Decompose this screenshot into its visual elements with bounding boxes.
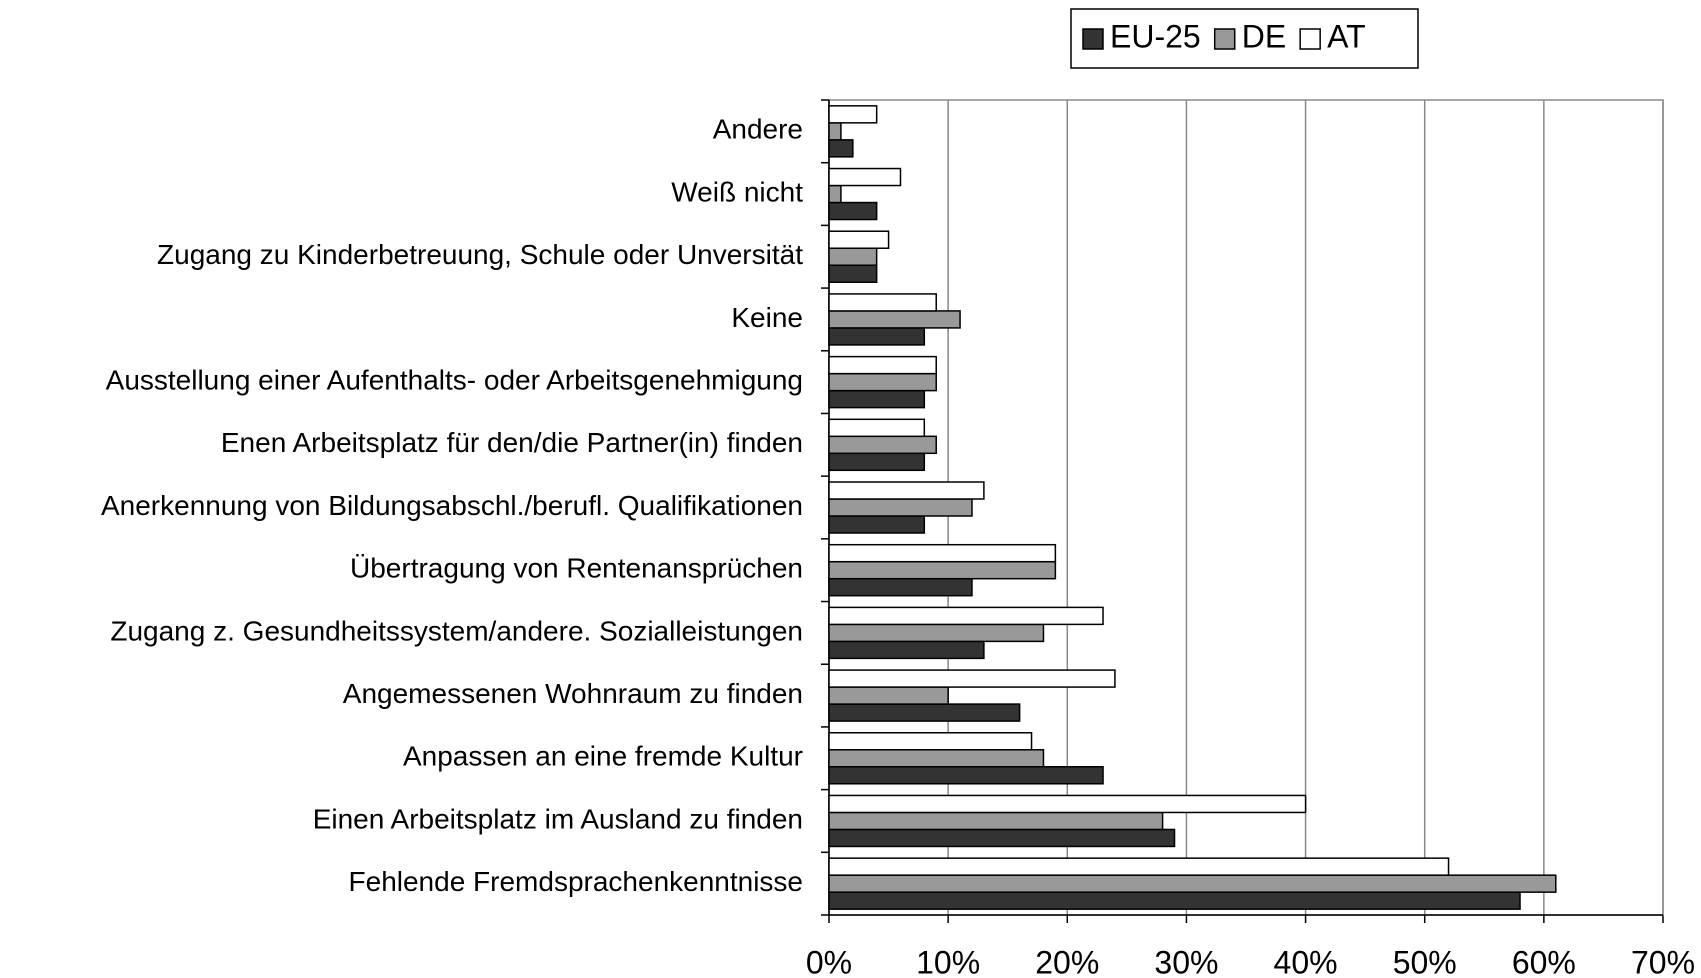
legend-label: DE <box>1242 18 1286 54</box>
bar <box>828 686 949 705</box>
y-tick-label: Zugang zu Kinderbetreuung, Schule oder U… <box>157 239 803 270</box>
bar <box>828 749 1045 768</box>
bar <box>828 481 985 500</box>
bar <box>828 139 854 158</box>
bar <box>828 669 1116 688</box>
bar <box>828 874 1557 893</box>
bar <box>828 201 878 221</box>
x-tick-label: 20% <box>1035 944 1099 978</box>
bar <box>828 264 878 283</box>
bar <box>828 498 973 517</box>
bar <box>828 293 937 312</box>
y-tick-label: Übertragung von Rentenansprüchen <box>350 553 803 584</box>
legend-swatch <box>1299 28 1321 50</box>
bar <box>828 857 1450 876</box>
y-tick-label: Zugang z. Gesundheitssystem/andere. Sozi… <box>110 615 803 646</box>
bar <box>828 606 1104 626</box>
legend-swatch <box>1213 28 1236 50</box>
legend-label: AT <box>1327 18 1366 54</box>
bar <box>828 327 926 346</box>
y-tick-label: Ausstellung einer Aufenthalts- oder Arbe… <box>106 365 803 396</box>
y-tick-label: Weiß nicht <box>671 176 803 207</box>
legend-swatch <box>1082 28 1104 50</box>
y-tick-label: Einen Arbeitsplatz im Ausland zu finden <box>313 803 803 834</box>
x-tick-label: 10% <box>916 944 980 978</box>
bar <box>828 247 878 266</box>
y-tick-label: Andere <box>713 114 803 145</box>
bar <box>828 623 1045 643</box>
bar <box>828 372 937 392</box>
bar <box>828 418 926 438</box>
bar <box>828 452 926 472</box>
bar <box>828 811 1164 831</box>
x-tick-label: 70% <box>1631 944 1695 978</box>
x-tick-label: 60% <box>1512 944 1576 978</box>
bar <box>828 515 926 534</box>
bar <box>828 230 890 249</box>
x-tick-label: 50% <box>1393 944 1457 978</box>
bar <box>828 389 926 409</box>
bar <box>828 891 1521 910</box>
y-tick-label: Anpassen an eine fremde Kultur <box>403 741 803 772</box>
bar <box>828 703 1021 722</box>
bar <box>828 732 1033 751</box>
y-tick-label: Fehlende Fremdsprachenkenntnisse <box>349 866 803 897</box>
y-tick-label: Keine <box>731 302 803 333</box>
bar <box>828 105 878 124</box>
bar <box>828 577 973 597</box>
bar <box>828 766 1104 785</box>
x-tick-label: 0% <box>806 944 852 978</box>
bar <box>828 355 937 375</box>
y-tick-label: Angemessenen Wohnraum zu finden <box>343 678 803 709</box>
bar <box>828 310 961 329</box>
legend-box <box>1070 8 1419 69</box>
x-tick-label: 40% <box>1274 944 1338 978</box>
bar <box>828 640 985 660</box>
x-tick-label: 30% <box>1154 944 1218 978</box>
bar <box>828 122 842 141</box>
bar <box>828 184 842 204</box>
y-tick-label: Anerkennung von Bildungsabschl./berufl. … <box>101 490 803 521</box>
bar <box>828 560 1057 580</box>
bar <box>828 543 1057 563</box>
y-tick-label: Enen Arbeitsplatz für den/die Partner(in… <box>221 427 803 458</box>
bar <box>828 828 1176 848</box>
bar <box>828 167 902 187</box>
bar <box>828 435 937 455</box>
legend-label: EU-25 <box>1110 18 1201 54</box>
bar <box>828 794 1307 814</box>
